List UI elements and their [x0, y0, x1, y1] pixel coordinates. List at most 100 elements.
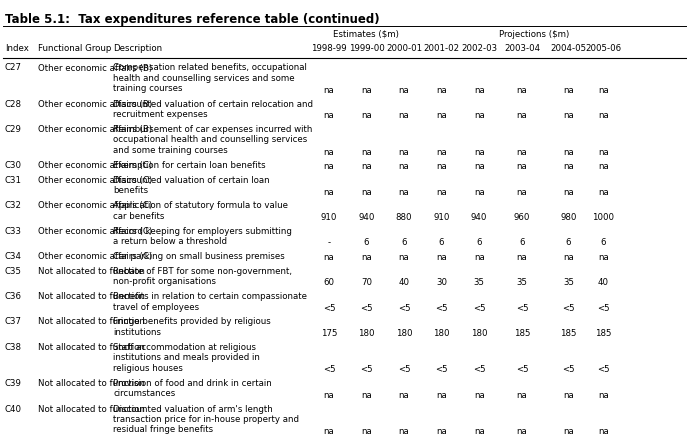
- Text: 6: 6: [363, 239, 370, 247]
- Text: Discounted valuation of certain relocation and
recruitment expenses: Discounted valuation of certain relocati…: [113, 100, 313, 119]
- Text: Fringe benefits provided by religious
institutions: Fringe benefits provided by religious in…: [113, 318, 271, 337]
- Text: 180: 180: [471, 329, 488, 338]
- Text: 960: 960: [514, 213, 530, 222]
- Text: 910: 910: [321, 213, 337, 222]
- Text: 1998-99: 1998-99: [311, 44, 347, 53]
- Text: na: na: [563, 253, 574, 262]
- Text: 35: 35: [473, 278, 485, 288]
- Text: C32: C32: [5, 201, 22, 210]
- Text: na: na: [474, 391, 484, 400]
- Text: 2003-04: 2003-04: [504, 44, 540, 53]
- Text: na: na: [361, 391, 372, 400]
- Text: 35: 35: [563, 278, 574, 288]
- Text: <5: <5: [597, 366, 609, 374]
- Text: na: na: [361, 162, 372, 171]
- Text: na: na: [324, 427, 335, 436]
- Text: na: na: [436, 148, 447, 157]
- Text: C33: C33: [5, 227, 22, 235]
- Text: Compensation related benefits, occupational
health and counselling services and : Compensation related benefits, occupatio…: [113, 64, 307, 93]
- Text: <5: <5: [323, 304, 335, 313]
- Text: Not allocated to function: Not allocated to function: [38, 343, 145, 352]
- Text: na: na: [598, 162, 609, 171]
- Text: na: na: [324, 253, 335, 262]
- Text: na: na: [436, 162, 447, 171]
- Text: <5: <5: [360, 304, 373, 313]
- Text: <5: <5: [473, 304, 486, 313]
- Text: na: na: [361, 188, 372, 197]
- Text: C27: C27: [5, 64, 22, 72]
- Text: na: na: [474, 162, 484, 171]
- Text: Other economic affairs (B): Other economic affairs (B): [38, 125, 152, 134]
- Text: 940: 940: [471, 213, 487, 222]
- Text: na: na: [361, 86, 372, 95]
- Text: Rebate of FBT for some non-government,
non-profit organisations: Rebate of FBT for some non-government, n…: [113, 267, 293, 286]
- Text: Discounted valuation of arm's length
transaction price for in-house property and: Discounted valuation of arm's length tra…: [113, 404, 300, 434]
- Text: Other economic affairs (B): Other economic affairs (B): [38, 64, 152, 72]
- Text: na: na: [324, 188, 335, 197]
- Text: <5: <5: [435, 304, 448, 313]
- Text: C40: C40: [5, 404, 22, 414]
- Text: na: na: [517, 253, 528, 262]
- Text: Other economic affairs (B): Other economic affairs (B): [38, 100, 152, 108]
- Text: Reimbursement of car expenses incurred with
occupational health and counselling : Reimbursement of car expenses incurred w…: [113, 125, 313, 155]
- Text: C29: C29: [5, 125, 22, 134]
- Text: C36: C36: [5, 292, 22, 301]
- Text: <5: <5: [473, 366, 486, 374]
- Text: na: na: [436, 86, 447, 95]
- Text: na: na: [598, 112, 609, 120]
- Text: <5: <5: [360, 366, 373, 374]
- Text: -: -: [328, 239, 330, 247]
- Text: na: na: [361, 427, 372, 436]
- Text: Functional Group: Functional Group: [38, 44, 111, 53]
- Text: 940: 940: [359, 213, 374, 222]
- Text: na: na: [598, 427, 609, 436]
- Text: Other economic affairs (C): Other economic affairs (C): [38, 201, 152, 210]
- Text: 6: 6: [438, 239, 444, 247]
- Text: Estimates ($m): Estimates ($m): [333, 30, 399, 39]
- Text: <5: <5: [562, 304, 575, 313]
- Text: na: na: [563, 391, 574, 400]
- Text: na: na: [324, 391, 335, 400]
- Text: na: na: [324, 162, 335, 171]
- Text: <5: <5: [516, 304, 528, 313]
- Text: Other economic affairs (C): Other economic affairs (C): [38, 161, 152, 170]
- Text: 1999-00: 1999-00: [348, 44, 385, 53]
- Text: <5: <5: [516, 366, 528, 374]
- Text: na: na: [517, 162, 528, 171]
- Text: na: na: [563, 188, 574, 197]
- Text: Benefits in relation to certain compassionate
travel of employees: Benefits in relation to certain compassi…: [113, 292, 307, 311]
- Text: na: na: [398, 253, 409, 262]
- Text: Exemption for certain loan benefits: Exemption for certain loan benefits: [113, 161, 266, 170]
- Text: na: na: [598, 148, 609, 157]
- Text: na: na: [436, 253, 447, 262]
- Text: 2001-02: 2001-02: [423, 44, 460, 53]
- Text: 185: 185: [514, 329, 530, 338]
- Text: na: na: [563, 86, 574, 95]
- Text: na: na: [517, 188, 528, 197]
- Text: 180: 180: [396, 329, 412, 338]
- Text: 6: 6: [600, 239, 606, 247]
- Text: C30: C30: [5, 161, 22, 170]
- Text: <5: <5: [398, 304, 410, 313]
- Text: na: na: [474, 427, 484, 436]
- Text: na: na: [474, 188, 484, 197]
- Text: Provision of food and drink in certain
circumstances: Provision of food and drink in certain c…: [113, 379, 272, 399]
- Text: na: na: [598, 86, 609, 95]
- Text: 2000-01: 2000-01: [386, 44, 422, 53]
- Text: Table 5.1:  Tax expenditures reference table (continued): Table 5.1: Tax expenditures reference ta…: [5, 13, 379, 26]
- Text: Staff accommodation at religious
institutions and meals provided in
religious ho: Staff accommodation at religious institu…: [113, 343, 260, 373]
- Text: Not allocated to function: Not allocated to function: [38, 292, 145, 301]
- Text: na: na: [324, 86, 335, 95]
- Text: 185: 185: [595, 329, 611, 338]
- Text: Application of statutory formula to value
car benefits: Application of statutory formula to valu…: [113, 201, 289, 220]
- Text: na: na: [517, 148, 528, 157]
- Text: 6: 6: [401, 239, 407, 247]
- Text: C38: C38: [5, 343, 22, 352]
- Text: C39: C39: [5, 379, 22, 388]
- Text: Other economic affairs (C): Other economic affairs (C): [38, 176, 152, 185]
- Text: na: na: [598, 391, 609, 400]
- Text: Description: Description: [113, 44, 163, 53]
- Text: 70: 70: [361, 278, 372, 288]
- Text: na: na: [474, 148, 484, 157]
- Text: 2005-06: 2005-06: [585, 44, 621, 53]
